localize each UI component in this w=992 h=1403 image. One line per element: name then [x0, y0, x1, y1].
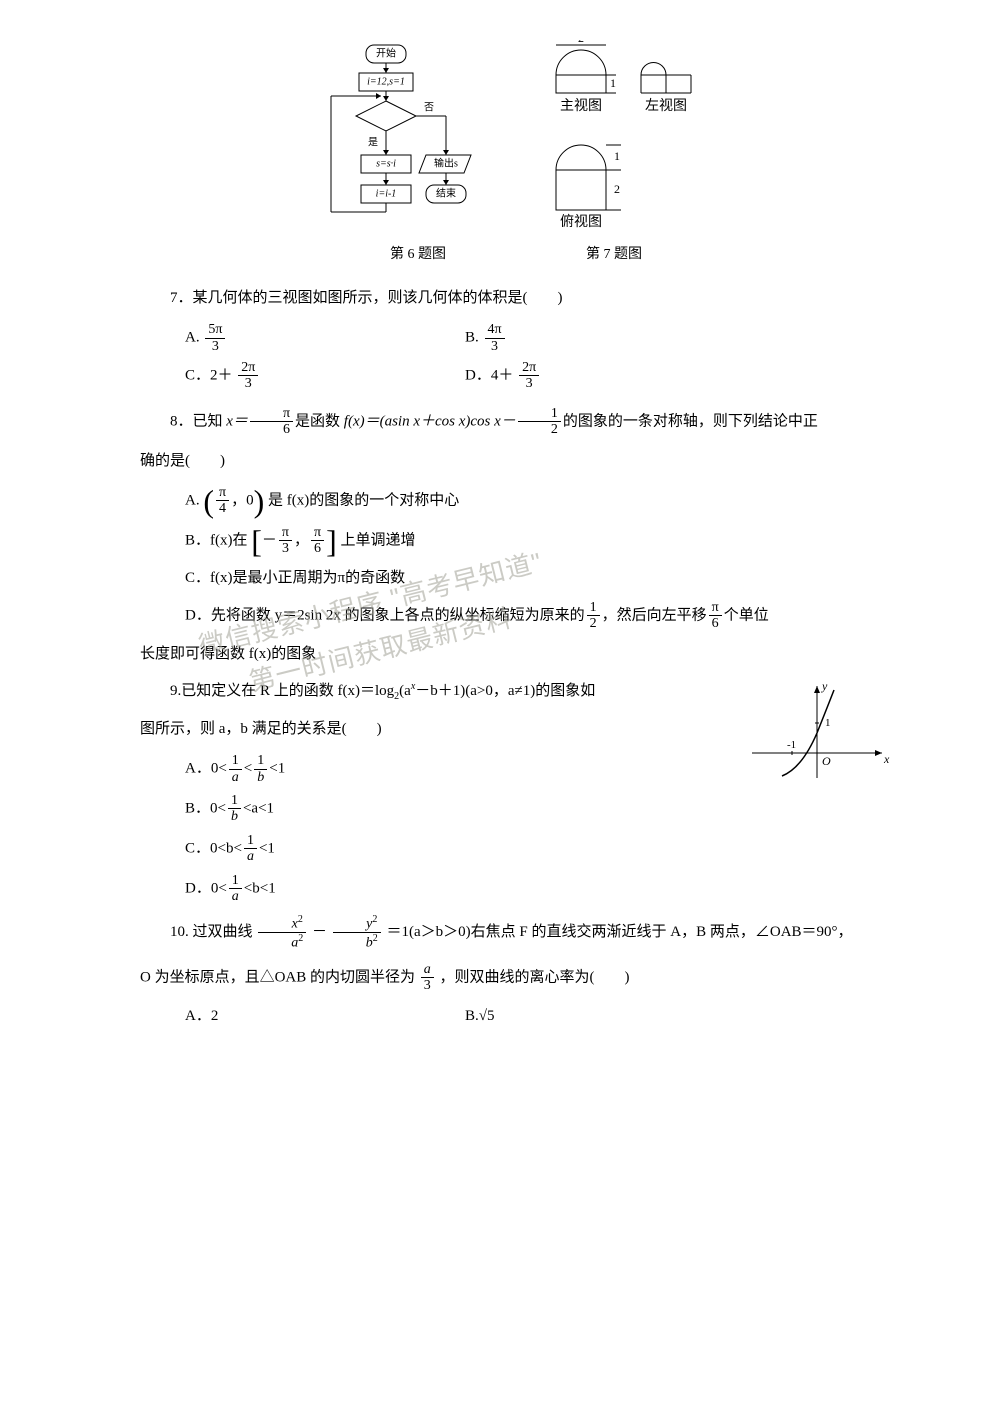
q7-optC: C．2＋ 2π3: [185, 360, 465, 392]
fc-dec: i=i-1: [376, 189, 397, 200]
q8-optC: C．f(x)是最小正周期为π的奇函数: [185, 565, 892, 592]
q9-options: A．0<1a<1b<1 B．0<1b<a<1 C．0<b<1a<1 D．0<1a…: [185, 753, 732, 904]
fc-body: s=s·i: [376, 159, 396, 170]
q9-wrap: 9.已知定义在 R 上的函数 f(x)＝log2(ax－b＋1)(a>0，a≠1…: [140, 678, 892, 914]
fc-end: 结束: [436, 187, 456, 200]
q7-options: A. 5π3 B. 4π3 C．2＋ 2π3 D．4＋ 2π3: [185, 322, 892, 392]
caption-7: 第 7 题图: [586, 242, 642, 267]
q9-graph-svg: x y O -1 1: [742, 678, 892, 788]
q10-optB: B.√5: [465, 1003, 495, 1030]
q7-optB: B. 4π3: [465, 322, 507, 354]
origin: O: [822, 754, 831, 768]
x-label: x: [883, 752, 890, 766]
figures-row: 开始 i=12,s=1 否 是 s=s·i i=i-1: [140, 40, 892, 230]
q10-stem: 10. 过双曲线 x2a2 － y2b2 ＝1(a＞b＞0)右焦点 F 的直线交…: [140, 914, 892, 951]
fc-init: i=12,s=1: [367, 77, 405, 88]
q10-stem-2: O 为坐标原点，且△OAB 的内切圆半径为 a3 ，则双曲线的离心率为( ): [140, 962, 892, 994]
q9-optB: B．0<1b<a<1: [185, 793, 732, 825]
q9-optA: A．0<1a<1b<1: [185, 753, 732, 785]
q10-options: A．2 B.√5: [185, 1003, 892, 1030]
tv-dim-2b: 2: [614, 182, 620, 196]
y-label: y: [821, 679, 828, 693]
caption-6: 第 6 题图: [390, 242, 446, 267]
q7-stem: 7．某几何体的三视图如图所示，则该几何体的体积是( ): [140, 285, 892, 312]
captions: 第 6 题图 第 7 题图: [140, 242, 892, 267]
fc-no: 否: [424, 102, 434, 114]
q8-stem-2: 确的是( ): [140, 448, 892, 475]
q8-optB: B．f(x)在 [－π3，π6] 上单调递增: [185, 525, 892, 557]
fc-yes: 是: [368, 137, 378, 149]
flowchart-figure: 开始 i=12,s=1 否 是 s=s·i i=i-1: [311, 40, 481, 230]
q9-stem: 9.已知定义在 R 上的函数 f(x)＝log2(ax－b＋1)(a>0，a≠1…: [140, 678, 732, 706]
q9-optD: D．0<1a<b<1: [185, 873, 732, 905]
tv-dim-1a: 1: [610, 76, 616, 90]
q8-stem: 8．已知 x＝π6是函数 f(x)＝(asin x＋cos x)cos x－12…: [140, 406, 892, 438]
three-view-svg: 2 1 主视图 左视图 1 2 俯视图: [541, 40, 721, 230]
q8-optD-line2: 长度即可得函数 f(x)的图象: [140, 641, 892, 668]
q10-optA: A．2: [185, 1003, 465, 1030]
fc-start: 开始: [376, 47, 396, 60]
tv-dim-1b: 1: [614, 149, 620, 163]
q8-optD: D．先将函数 y＝2sin 2x 的图象上各点的纵坐标缩短为原来的12，然后向左…: [185, 600, 892, 632]
three-view-figure: 2 1 主视图 左视图 1 2 俯视图: [541, 40, 721, 230]
q9-optC: C．0<b<1a<1: [185, 833, 732, 865]
q7-optA: A. 5π3: [185, 322, 465, 354]
flowchart-svg: 开始 i=12,s=1 否 是 s=s·i i=i-1: [311, 40, 481, 230]
tv-front-label: 主视图: [560, 98, 602, 114]
q8-options: A. (π4，0) 是 f(x)的图象的一个对称中心 B．f(x)在 [－π3，…: [185, 485, 892, 632]
tv-side-label: 左视图: [645, 98, 687, 114]
q7-optD: D．4＋ 2π3: [465, 360, 541, 392]
q9-stem-2: 图所示，则 a，b 满足的关系是( ): [140, 716, 732, 743]
q9-graph: x y O -1 1: [742, 678, 892, 788]
tick-neg1: -1: [787, 739, 796, 751]
tv-top-label: 俯视图: [560, 214, 602, 230]
q8-optA: A. (π4，0) 是 f(x)的图象的一个对称中心: [185, 485, 892, 517]
tick-1: 1: [825, 717, 831, 729]
tv-dim-2a: 2: [578, 40, 584, 45]
fc-output: 输出s: [434, 157, 458, 170]
